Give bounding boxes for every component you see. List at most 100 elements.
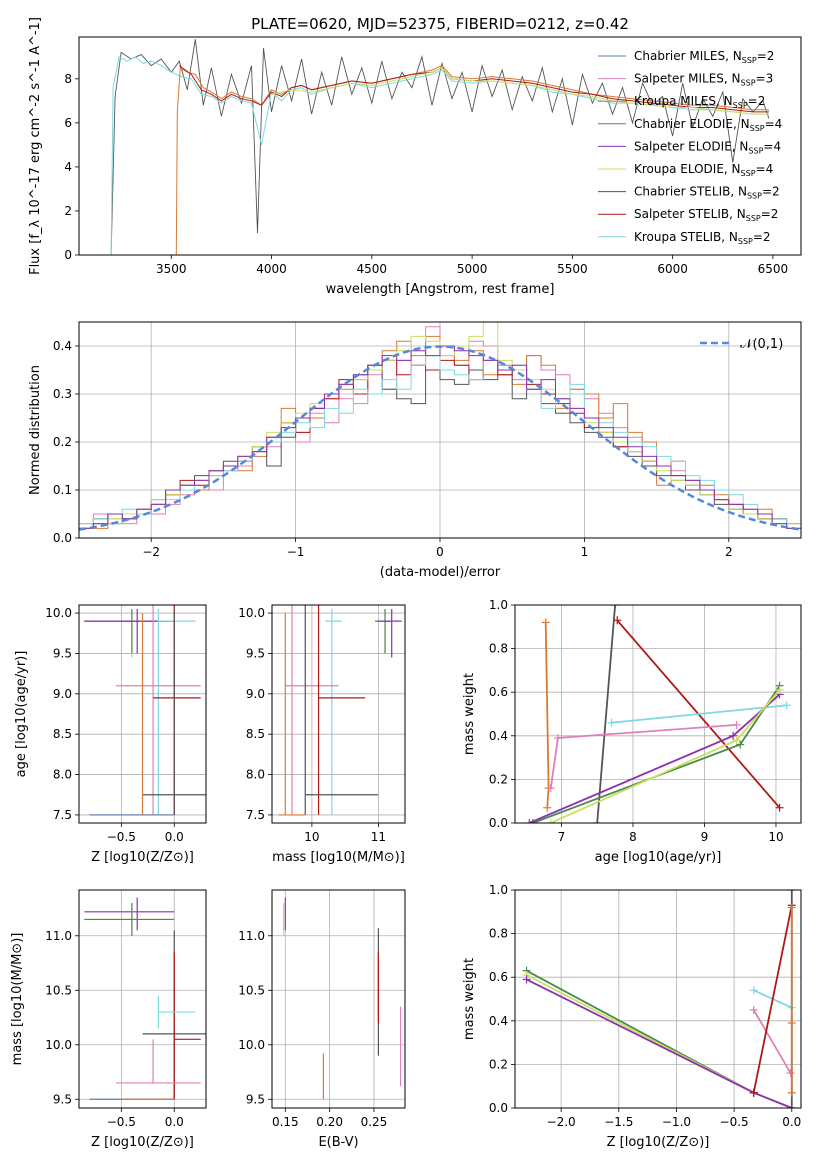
- spectrum-legend: Chabrier MILES, NSSP=2 Salpeter MILES, NS…: [598, 49, 782, 246]
- x-tick-label: 0.0: [782, 1115, 801, 1129]
- panel-Z-vs-age: −0.5 0.0 7.5 8.0 8.5 9.0 9.5 10.0 Z [log10(Z/Z⊙)…: [14, 604, 207, 865]
- legend-label: Salpeter ELODIE, NSSP=4: [634, 139, 781, 155]
- y-tick-label: 2: [64, 204, 72, 218]
- x-tick-label: 7: [558, 830, 566, 844]
- x-axis-label: E(B-V): [318, 1135, 358, 1150]
- weight-line: [544, 622, 550, 808]
- x-axis-label: Z [log10(Z/Z⊙)]: [91, 1135, 194, 1150]
- plot-area: [278, 605, 402, 816]
- y-tick-label: 0: [64, 248, 72, 262]
- x-tick-label: −1: [287, 545, 305, 559]
- y-tick-label: 7.5: [246, 808, 265, 822]
- x-tick-label: 5000: [457, 262, 488, 276]
- x-tick-label: 5500: [557, 262, 588, 276]
- histogram-legend: 𝒩(0,1): [700, 337, 783, 352]
- y-tick-label: 8.5: [246, 727, 265, 741]
- legend-rest: =3: [756, 72, 774, 86]
- legend-subscript: SSP: [747, 192, 762, 201]
- x-tick-label: 0.0: [165, 1115, 184, 1129]
- x-tick-label: 1: [581, 545, 589, 559]
- weight-line: [752, 1009, 792, 1074]
- axes-frame: [271, 889, 406, 1109]
- panel-EBV-vs-mass: 0.15 0.20 0.25 9.5 10.0 10.5 11.0 E(B-V): [238, 889, 406, 1150]
- legend-label: Kroupa ELODIE, NSSP=4: [634, 162, 773, 178]
- y-tick-label: 1.0: [489, 883, 508, 897]
- weight-line: [532, 685, 781, 823]
- legend-subscript: SSP: [733, 101, 748, 110]
- y-tick-label: 0.6: [489, 685, 508, 699]
- y-tick-label: 8.5: [53, 727, 72, 741]
- weight-line: [528, 693, 781, 823]
- x-axis-label: mass [log10(M/M⊙)]: [272, 850, 405, 865]
- x-tick-label: 10: [768, 830, 783, 844]
- x-tick-label: 6500: [758, 262, 789, 276]
- y-tick-label: 10.0: [45, 1038, 72, 1052]
- axes-frame: [78, 889, 207, 1109]
- x-axis-label: Z [log10(Z/Z⊙)]: [607, 1135, 710, 1150]
- x-axis-label: wavelength [Angstrom, rest frame]: [326, 282, 555, 297]
- y-tick-label: 0.4: [489, 729, 508, 743]
- x-tick-label: −0.5: [107, 830, 136, 844]
- y-tick-label: 0.0: [53, 531, 72, 545]
- y-axis-label: age [log10(age/yr)]: [14, 651, 29, 778]
- legend-label: Chabrier STELIB, NSSP=2: [634, 185, 780, 201]
- legend-subscript: SSP: [746, 214, 761, 223]
- y-axis-label: mass weight: [462, 673, 477, 755]
- y-tick-label: 0.4: [53, 339, 72, 353]
- legend-label: 𝒩(0,1): [740, 337, 783, 352]
- y-tick-label: 8: [64, 72, 72, 86]
- x-tick-label: 0: [436, 545, 444, 559]
- plot-area: [522, 890, 796, 1108]
- x-tick-label: −1.5: [604, 1115, 633, 1129]
- plot-area: [84, 605, 206, 816]
- legend-subscript: SSP: [748, 146, 763, 155]
- figure-title: PLATE=0620, MJD=52375, FIBERID=0212, z=0…: [251, 15, 629, 33]
- y-tick-label: 9.5: [246, 1092, 265, 1106]
- legend-subscript: SSP: [750, 124, 765, 133]
- y-tick-label: 0.2: [489, 772, 508, 786]
- plot-area: [79, 322, 801, 531]
- y-tick-label: 1.0: [489, 598, 508, 612]
- x-tick-label: −2: [142, 545, 160, 559]
- y-axis-label: Flux [f_λ 10^-17 erg cm^-2 s^-1 A^-1]: [28, 17, 43, 275]
- y-tick-label: 0.0: [489, 816, 508, 830]
- legend-subscript: SSP: [742, 56, 757, 65]
- x-tick-label: 11: [371, 830, 386, 844]
- y-tick-label: 0.8: [489, 927, 508, 941]
- y-tick-label: 0.1: [53, 483, 72, 497]
- axes-frame: [514, 604, 802, 824]
- x-tick-label: 6000: [657, 262, 688, 276]
- plot-area: [110, 39, 770, 255]
- y-tick-label: 10.5: [238, 983, 265, 997]
- weight-line: [596, 605, 616, 823]
- plot-area: [525, 605, 791, 823]
- axes-frame: [78, 604, 207, 824]
- legend-label: Chabrier ELODIE, NSSP=4: [634, 117, 782, 133]
- x-axis-label: Z [log10(Z/Z⊙)]: [91, 850, 194, 865]
- y-tick-label: 11.0: [238, 929, 265, 943]
- panel-mass-vs-age: 10 11 7.5 8.0 8.5 9.0 9.5 10.0 mass [log10(M/M⊙)…: [238, 604, 406, 865]
- y-tick-label: 9.0: [246, 687, 265, 701]
- legend-label: Salpeter STELIB, NSSP=2: [634, 207, 778, 223]
- y-tick-label: 0.8: [489, 642, 508, 656]
- y-tick-label: 10.0: [45, 606, 72, 620]
- x-tick-label: 2: [725, 545, 733, 559]
- y-axis-label: Normed distribution: [28, 365, 43, 495]
- y-tick-label: 0.3: [53, 387, 72, 401]
- legend-label: Kroupa STELIB, NSSP=2: [634, 230, 771, 246]
- plot-area: [282, 897, 402, 1100]
- axes-frame: [78, 36, 802, 256]
- y-tick-label: 6: [64, 116, 72, 130]
- x-tick-label: 0.0: [165, 830, 184, 844]
- x-tick-label: 4000: [256, 262, 287, 276]
- legend-rest: =2: [757, 49, 775, 63]
- spectrum-line: [110, 39, 770, 255]
- legend-label: Kroupa MILES, NSSP=2: [634, 94, 765, 110]
- legend-rest: =2: [748, 94, 766, 108]
- y-tick-label: 10.5: [45, 983, 72, 997]
- y-tick-label: 0.6: [489, 970, 508, 984]
- y-tick-label: 0.2: [489, 1057, 508, 1071]
- axes-frame: [514, 889, 802, 1109]
- legend-rest: =4: [765, 117, 783, 131]
